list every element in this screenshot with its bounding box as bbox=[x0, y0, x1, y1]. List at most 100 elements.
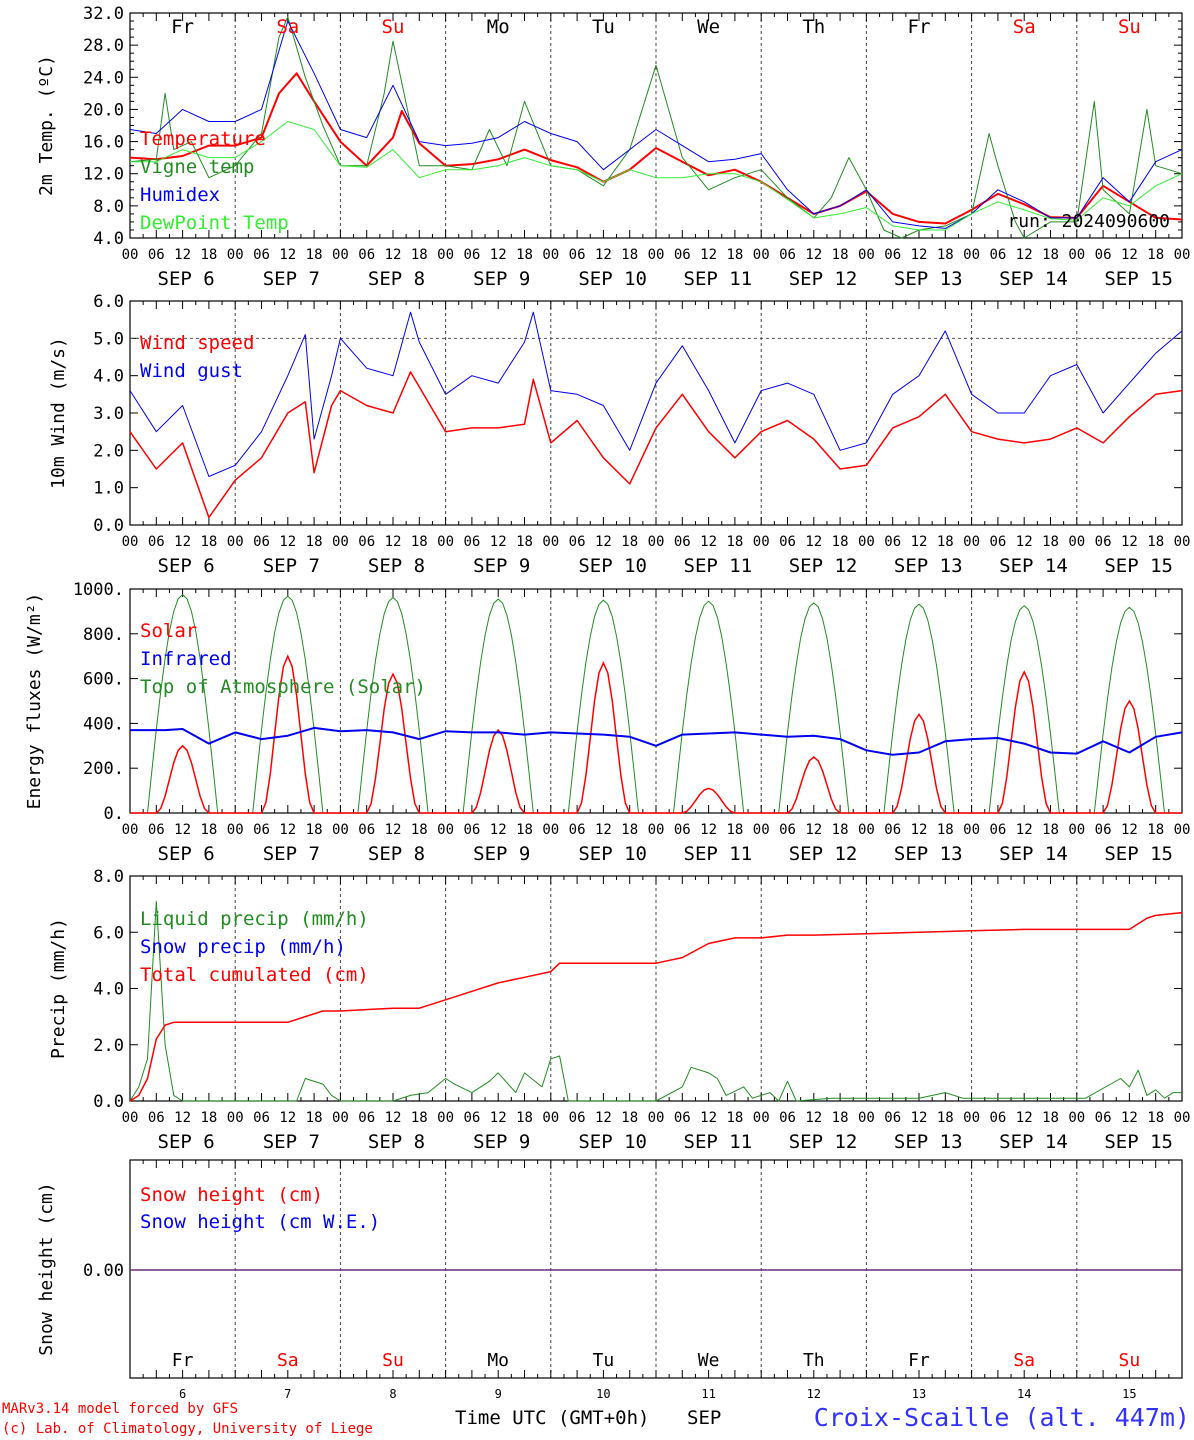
x-hour-label: 12 bbox=[911, 247, 928, 263]
x-date-label: SEP 9 bbox=[473, 843, 530, 865]
x-hour-label: 06 bbox=[463, 1110, 480, 1126]
x-hour-label: 00 bbox=[963, 247, 980, 263]
x-hour-label: 18 bbox=[937, 822, 954, 838]
x-hour-label: 00 bbox=[542, 1110, 559, 1126]
x-hour-label: 00 bbox=[332, 822, 349, 838]
x-hour-label: 18 bbox=[200, 247, 217, 263]
x-hour-label: 06 bbox=[253, 822, 270, 838]
x-hour-label: 12 bbox=[805, 1110, 822, 1126]
series-total-cumulated-cm- bbox=[129, 911, 1183, 1102]
day-name-label: Sa bbox=[276, 16, 299, 38]
legend-entry: DewPoint Temp bbox=[140, 212, 289, 234]
x-hour-label: 00 bbox=[858, 822, 875, 838]
y-tick-label: 1.0 bbox=[93, 479, 124, 499]
legend-entry: Total cumulated (cm) bbox=[140, 964, 369, 986]
series-wind-speed bbox=[129, 371, 1183, 519]
y-tick-label: 1000. bbox=[73, 580, 124, 600]
x-hour-label: 00 bbox=[227, 247, 244, 263]
y-axis-label: 2m Temp. (ºC) bbox=[36, 55, 57, 196]
x-hour-label: 12 bbox=[279, 247, 296, 263]
x-hour-label: 12 bbox=[490, 1110, 507, 1126]
x-hour-label: 06 bbox=[779, 247, 796, 263]
x-hour-label: 18 bbox=[726, 534, 743, 550]
x-hour-label: 06 bbox=[569, 822, 586, 838]
x-hour-label: 18 bbox=[1042, 1110, 1059, 1126]
x-hour-label: 18 bbox=[726, 822, 743, 838]
x-hour-label: 18 bbox=[1147, 247, 1164, 263]
x-hour-label: 12 bbox=[700, 534, 717, 550]
x-hour-label: 00 bbox=[122, 822, 139, 838]
legend-entry: Wind gust bbox=[140, 360, 243, 382]
x-hour-label: 12 bbox=[385, 534, 402, 550]
x-hour-label: 12 bbox=[595, 534, 612, 550]
x-date-label: SEP 15 bbox=[1104, 268, 1173, 290]
x-date-label: SEP 12 bbox=[789, 1131, 858, 1153]
x-date-label: SEP 13 bbox=[894, 843, 963, 865]
x-hour-label: 00 bbox=[227, 822, 244, 838]
y-axis-label: Precip (mm/h) bbox=[48, 918, 69, 1059]
x-date-label: SEP 11 bbox=[684, 843, 753, 865]
x-hour-label: 00 bbox=[437, 534, 454, 550]
x-hour-label: 12 bbox=[1016, 534, 1033, 550]
x-hour-label: 12 bbox=[1121, 247, 1138, 263]
bottom-day-name: Sa bbox=[277, 1350, 299, 1371]
x-date-label: SEP 14 bbox=[999, 843, 1068, 865]
x-hour-label: 00 bbox=[648, 1110, 665, 1126]
x-hour-label: 12 bbox=[385, 1110, 402, 1126]
credit-lab: (c) Lab. of Climatology, University of L… bbox=[2, 1421, 373, 1437]
x-hour-label: 18 bbox=[832, 1110, 849, 1126]
series-vigne-temp bbox=[129, 16, 1183, 239]
legend-entry: Liquid precip (mm/h) bbox=[140, 908, 369, 930]
x-hour-label: 12 bbox=[805, 247, 822, 263]
station-title: Croix-Scaille (alt. 447m) bbox=[814, 1403, 1190, 1432]
x-hour-label: 18 bbox=[621, 822, 638, 838]
x-hour-label: 00 bbox=[753, 822, 770, 838]
x-date-label: SEP 6 bbox=[158, 555, 215, 577]
series-liquid-precip-mm-h- bbox=[129, 900, 1182, 1102]
x-hour-label: 00 bbox=[858, 1110, 875, 1126]
x-date-label: SEP 10 bbox=[578, 843, 647, 865]
x-hour-label: 18 bbox=[411, 247, 428, 263]
x-hour-label: 06 bbox=[358, 534, 375, 550]
y-tick-label: 6.0 bbox=[93, 923, 124, 943]
x-hour-label: 00 bbox=[963, 822, 980, 838]
x-hour-label: 00 bbox=[542, 822, 559, 838]
x-hour-label: 12 bbox=[805, 822, 822, 838]
x-date-label: SEP 13 bbox=[894, 268, 963, 290]
x-hour-label: 06 bbox=[779, 1110, 796, 1126]
x-hour-label: 18 bbox=[621, 534, 638, 550]
x-hour-label: 00 bbox=[332, 1110, 349, 1126]
x-hour-label: 18 bbox=[411, 822, 428, 838]
day-name-label: Su bbox=[1118, 16, 1141, 38]
legend-entry: Vigne temp bbox=[140, 156, 254, 178]
x-date-label: SEP 14 bbox=[999, 1131, 1068, 1153]
x-hour-label: 06 bbox=[674, 822, 691, 838]
x-hour-label: 12 bbox=[174, 822, 191, 838]
legend-entry: Solar bbox=[140, 620, 197, 642]
x-hour-label: 06 bbox=[779, 822, 796, 838]
bottom-day-number: 9 bbox=[495, 1387, 502, 1401]
x-hour-label: 00 bbox=[1068, 1110, 1085, 1126]
x-hour-label: 00 bbox=[648, 822, 665, 838]
x-hour-label: 12 bbox=[279, 1110, 296, 1126]
y-axis-label: 10m Wind (m/s) bbox=[48, 337, 69, 489]
x-hour-label: 12 bbox=[1016, 247, 1033, 263]
x-hour-label: 18 bbox=[200, 534, 217, 550]
x-axis-month: SEP bbox=[687, 1407, 721, 1429]
x-hour-label: 12 bbox=[911, 822, 928, 838]
x-date-label: SEP 13 bbox=[894, 555, 963, 577]
bottom-day-number: 10 bbox=[596, 1387, 610, 1401]
x-hour-label: 18 bbox=[200, 1110, 217, 1126]
x-hour-label: 12 bbox=[700, 822, 717, 838]
x-hour-label: 12 bbox=[911, 534, 928, 550]
bottom-day-number: 7 bbox=[284, 1387, 291, 1401]
x-date-label: SEP 6 bbox=[158, 268, 215, 290]
x-hour-label: 00 bbox=[753, 534, 770, 550]
x-hour-label: 00 bbox=[858, 534, 875, 550]
y-tick-label: 4.0 bbox=[93, 229, 124, 249]
x-hour-label: 00 bbox=[542, 534, 559, 550]
x-hour-label: 18 bbox=[726, 247, 743, 263]
x-date-label: SEP 6 bbox=[158, 843, 215, 865]
x-hour-label: 18 bbox=[1147, 822, 1164, 838]
x-date-label: SEP 7 bbox=[263, 268, 320, 290]
